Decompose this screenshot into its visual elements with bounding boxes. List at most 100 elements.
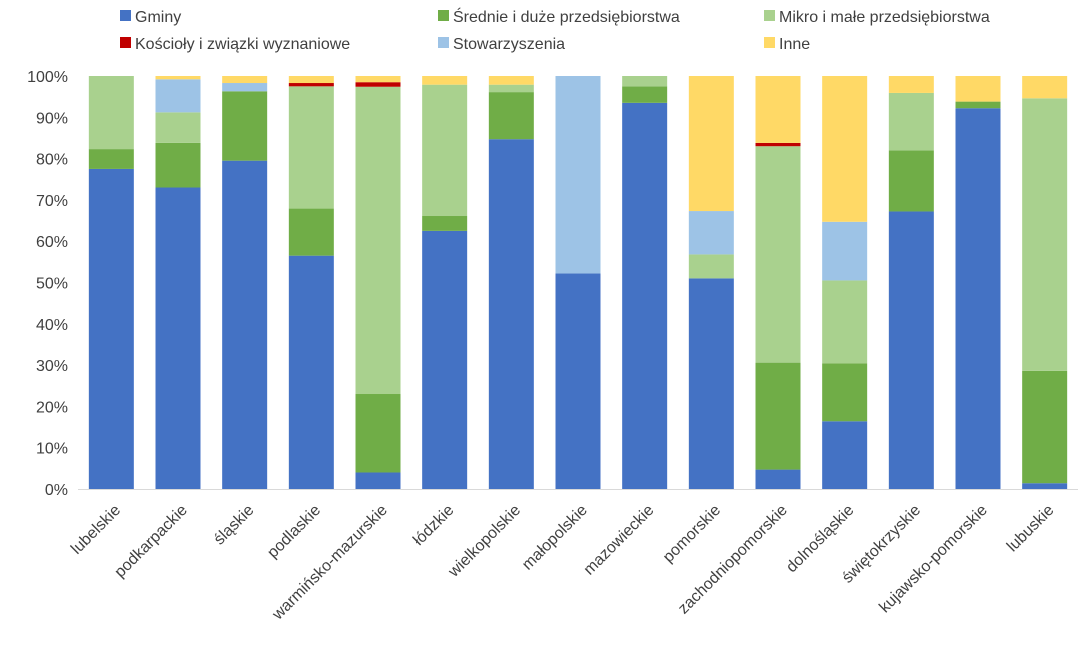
x-tick-label: dolnośląskie — [783, 502, 857, 576]
bar-segment-srednie-i-duze-przedsiebiorstwa — [755, 362, 801, 470]
bar-segment-gminy — [955, 108, 1001, 490]
bar-segment-mikro-i-male-przedsiebiorstwa — [755, 146, 801, 363]
legend: Gminy Średnie i duże przedsiębiorstwa Mikr… — [120, 7, 990, 53]
legend-label: Gminy — [135, 9, 181, 26]
bar-segment-inne — [955, 76, 1001, 102]
bar-segment-srednie-i-duze-przedsiebiorstwa — [488, 92, 534, 140]
bar-segment-inne — [1022, 76, 1068, 99]
x-tick-label: warmińsko-mazurskie — [269, 502, 391, 624]
bar-segment-gminy — [1022, 483, 1068, 489]
bar-segment-stowarzyszenia — [822, 221, 868, 281]
legend-swatch — [764, 10, 775, 21]
bar-stack-podkarpackie — [155, 76, 201, 489]
bar-segment-srednie-i-duze-przedsiebiorstwa — [622, 86, 668, 103]
bar-segment-gminy — [422, 230, 468, 489]
legend-item-mikro-i-male-przedsiebiorstwa: Mikro i małe przedsiębiorstwa — [764, 9, 990, 26]
x-tick-label: lubelskie — [68, 502, 124, 558]
bar-segment-inne — [688, 76, 734, 212]
bar-segment-mikro-i-male-przedsiebiorstwa — [88, 76, 134, 150]
y-tick-label: 60% — [36, 234, 68, 251]
legend-swatch — [764, 37, 775, 48]
legend-item-stowarzyszenia: Stowarzyszenia — [438, 36, 565, 53]
y-tick-label: 0% — [45, 482, 68, 499]
x-tick-label: małopolskie — [519, 502, 591, 574]
bar-segment-stowarzyszenia — [155, 79, 201, 113]
bar-segment-srednie-i-duze-przedsiebiorstwa — [155, 142, 201, 188]
bar-segment-gminy — [888, 211, 934, 490]
bar-stack-mazowieckie — [622, 76, 668, 489]
y-tick-label: 20% — [36, 399, 68, 416]
x-tick-label: mazowieckie — [581, 502, 658, 579]
y-tick-label: 10% — [36, 441, 68, 458]
x-tick-label: kujawsko-pomorskie — [876, 502, 991, 617]
legend-label: Mikro i małe przedsiębiorstwa — [779, 9, 990, 26]
bar-stack-lubuskie — [1022, 76, 1068, 489]
bar-segment-inne — [155, 76, 201, 80]
bar-segment-mikro-i-male-przedsiebiorstwa — [355, 86, 401, 395]
y-tick-label: 100% — [27, 69, 68, 86]
bar-segment-srednie-i-duze-przedsiebiorstwa — [1022, 370, 1068, 484]
bar-segment-gminy — [488, 139, 534, 489]
legend-label: Średnie i duże przedsiębiorstwa — [453, 7, 680, 26]
bar-stack-warminsko-mazurskie — [355, 76, 401, 489]
bars — [88, 76, 1068, 490]
bar-segment-gminy — [288, 255, 334, 489]
bar-stack-podlaskie — [288, 76, 334, 489]
bar-segment-srednie-i-duze-przedsiebiorstwa — [955, 101, 1001, 109]
legend-swatch — [120, 10, 131, 21]
y-tick-label: 70% — [36, 193, 68, 210]
bar-segment-stowarzyszenia — [555, 76, 601, 274]
bar-segment-mikro-i-male-przedsiebiorstwa — [422, 84, 468, 217]
bar-stack-lubelskie — [88, 76, 134, 490]
bar-stack-swietokrzyskie — [888, 76, 934, 490]
legend-item-koscioly-i-zwiazki-wyznaniowe: Kościoły i związki wyznaniowe — [120, 36, 350, 53]
legend-label: Stowarzyszenia — [453, 36, 565, 53]
bar-segment-mikro-i-male-przedsiebiorstwa — [688, 254, 734, 279]
bar-segment-mikro-i-male-przedsiebiorstwa — [155, 112, 201, 143]
bar-segment-gminy — [355, 472, 401, 489]
y-tick-label: 50% — [36, 276, 68, 293]
bar-segment-mikro-i-male-przedsiebiorstwa — [288, 86, 334, 209]
legend-label: Kościoły i związki wyznaniowe — [135, 36, 350, 53]
legend-item-inne: Inne — [764, 36, 810, 53]
bar-stack-wielkopolskie — [488, 76, 534, 489]
bar-segment-gminy — [222, 160, 268, 490]
bar-segment-mikro-i-male-przedsiebiorstwa — [488, 84, 534, 93]
bar-segment-inne — [488, 76, 534, 85]
bar-stack-kujawsko-pomorskie — [955, 76, 1001, 490]
y-tick-label: 30% — [36, 358, 68, 375]
bar-segment-gminy — [822, 421, 868, 489]
legend-item-srednie-i-duze-przedsiebiorstwa: Średnie i duże przedsiębiorstwa — [438, 7, 680, 26]
bar-segment-koscioly-i-zwiazki-wyznaniowe — [355, 82, 401, 87]
bar-segment-srednie-i-duze-przedsiebiorstwa — [355, 394, 401, 473]
bar-segment-srednie-i-duze-przedsiebiorstwa — [288, 208, 334, 256]
bar-segment-mikro-i-male-przedsiebiorstwa — [822, 280, 868, 364]
bar-segment-inne — [222, 76, 268, 84]
bar-segment-gminy — [688, 278, 734, 489]
legend-item-gminy: Gminy — [120, 9, 181, 26]
legend-swatch — [438, 10, 449, 21]
x-tick-label: lubuskie — [1004, 502, 1058, 556]
bar-segment-inne — [888, 76, 934, 93]
bar-stack-zachodniopomorskie — [755, 76, 801, 489]
y-tick-label: 80% — [36, 152, 68, 169]
y-tick-label: 90% — [36, 110, 68, 127]
bar-segment-koscioly-i-zwiazki-wyznaniowe — [755, 142, 801, 147]
bar-segment-srednie-i-duze-przedsiebiorstwa — [88, 149, 134, 169]
bar-segment-srednie-i-duze-przedsiebiorstwa — [422, 216, 468, 231]
y-axis: 0% 10% 20% 30% 40% 50% 60% 70% 80% 90% 100% — [27, 69, 68, 499]
bar-segment-gminy — [622, 102, 668, 489]
bar-segment-gminy — [88, 168, 134, 490]
bar-stack-malopolskie — [555, 76, 601, 489]
bar-segment-gminy — [155, 187, 201, 489]
bar-segment-inne — [822, 76, 868, 222]
bar-segment-koscioly-i-zwiazki-wyznaniowe — [288, 83, 334, 87]
bar-segment-mikro-i-male-przedsiebiorstwa — [622, 76, 668, 87]
bar-segment-mikro-i-male-przedsiebiorstwa — [888, 92, 934, 151]
bar-segment-stowarzyszenia — [688, 211, 734, 255]
x-tick-label: zachodniopomorskie — [675, 502, 791, 618]
bar-segment-mikro-i-male-przedsiebiorstwa — [1022, 98, 1068, 371]
bar-stack-dolnoslaskie — [822, 76, 868, 489]
